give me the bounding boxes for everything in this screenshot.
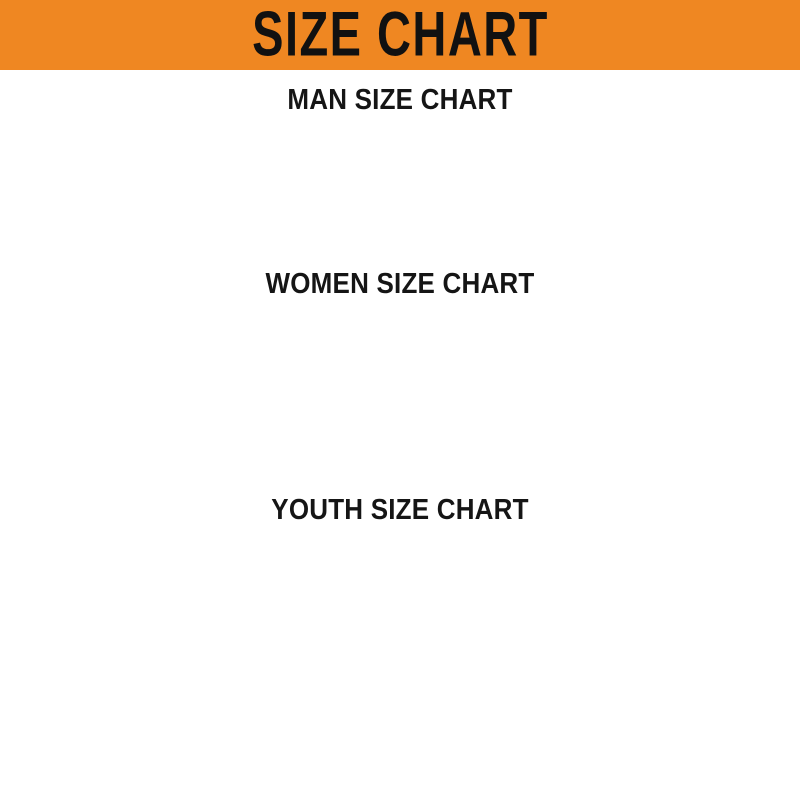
page-title: SIZE CHART [251,0,549,69]
section-title-women: WOMEN SIZE CHART [265,266,535,300]
section-title-youth: YOUTH SIZE CHART [271,492,529,526]
section-title-man: MAN SIZE CHART [287,82,513,116]
page-banner: SIZE CHART [0,0,800,70]
